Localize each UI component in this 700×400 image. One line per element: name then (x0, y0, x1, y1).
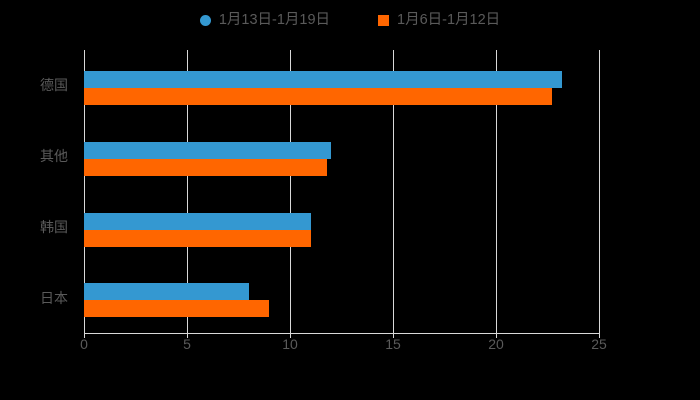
tick-mark (393, 333, 394, 338)
legend-label-series-1: 1月13日-1月19日 (218, 11, 331, 28)
chart-legend: 1月13日-1月19日 1月6日-1月12日 (0, 6, 700, 34)
legend-circle-marker-icon (199, 14, 211, 26)
legend-item-series-2[interactable]: 1月6日-1月12日 (378, 13, 500, 28)
y-axis-label: 韩国 (40, 218, 68, 235)
bar-series-1[interactable] (84, 283, 249, 301)
y-axis-category-labels: 德国 其他 韩国 日本 (0, 50, 76, 333)
legend-square-marker-icon (378, 14, 390, 26)
y-axis-label: 德国 (40, 77, 68, 94)
x-tick-label: 0 (80, 336, 88, 352)
x-tick-label: 15 (385, 336, 401, 352)
gridline (187, 50, 188, 333)
x-tick-label: 10 (282, 336, 298, 352)
bar-series-1[interactable] (84, 212, 311, 230)
bar-series-2[interactable] (84, 229, 311, 247)
bar-series-1[interactable] (84, 71, 562, 88)
legend-label-series-2: 1月6日-1月12日 (397, 11, 501, 28)
plot-area (84, 50, 600, 338)
bar-series-2[interactable] (84, 88, 552, 105)
tick-mark (84, 333, 85, 338)
gridline (599, 50, 600, 333)
gridline (393, 50, 394, 333)
x-axis-line (84, 333, 599, 334)
tick-mark (599, 333, 600, 338)
bar-series-2[interactable] (84, 158, 328, 176)
gridline (84, 50, 85, 333)
tick-mark (187, 333, 188, 338)
x-tick-label: 5 (183, 336, 191, 352)
tick-mark (290, 333, 291, 338)
x-axis-tick-labels: 0 5 10 15 20 25 (0, 336, 700, 356)
bar-series-2[interactable] (84, 300, 270, 318)
gridline (290, 50, 291, 333)
y-axis-label: 日本 (40, 289, 68, 306)
x-tick-label: 20 (488, 336, 504, 352)
x-tick-label: 25 (591, 336, 607, 352)
tick-mark (496, 333, 497, 338)
y-axis-label: 其他 (40, 148, 68, 165)
legend-item-series-1[interactable]: 1月13日-1月19日 (199, 11, 331, 28)
bar-series-1[interactable] (84, 141, 332, 159)
gridline (496, 50, 497, 333)
